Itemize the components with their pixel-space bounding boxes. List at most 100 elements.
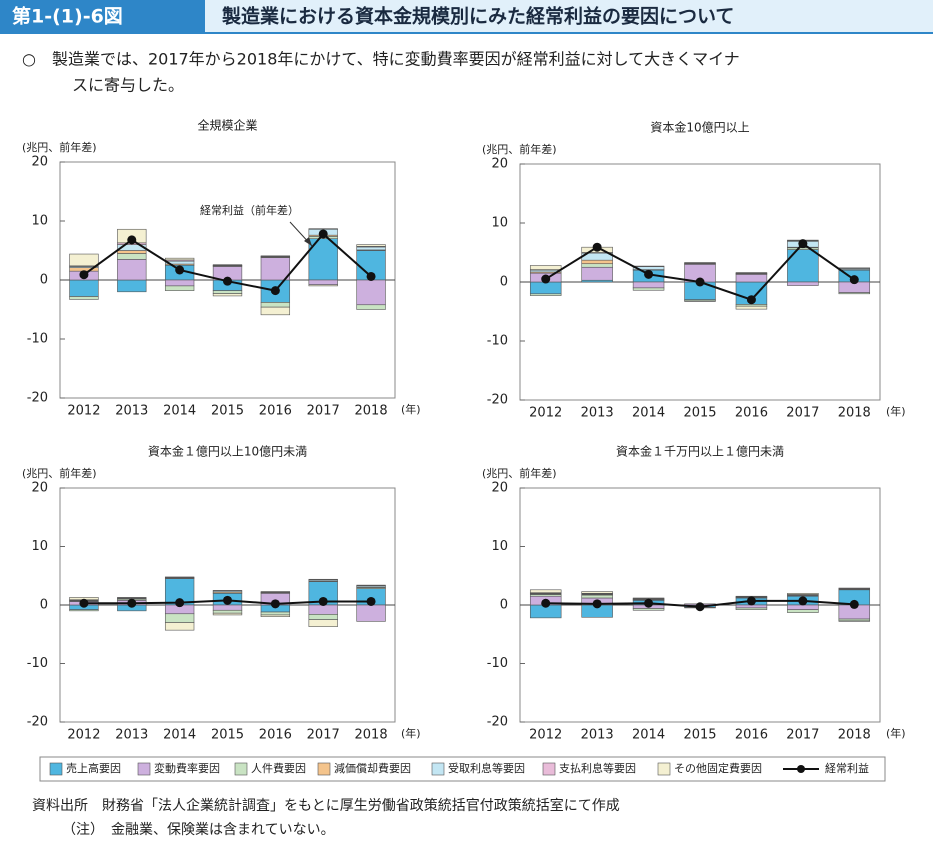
bar-segment — [69, 253, 99, 267]
profit-point — [366, 271, 376, 281]
bar-segment — [632, 597, 665, 599]
y-axis-label: (兆円、前年差) — [482, 142, 557, 156]
profit-point — [541, 598, 551, 608]
x-tick-label: 2017 — [307, 404, 340, 419]
bar-segment — [632, 281, 665, 289]
bar-segment — [164, 576, 195, 578]
y-tick-label: 0 — [500, 275, 508, 290]
legend-label: その他固定費要因 — [674, 761, 762, 775]
profit-point — [175, 265, 185, 275]
y-tick-label: 10 — [31, 214, 48, 229]
y-tick-label: 20 — [31, 155, 48, 170]
profit-point — [746, 596, 756, 606]
bar-segment — [308, 614, 338, 620]
bar-segment — [838, 292, 871, 295]
bar-segment — [164, 622, 195, 631]
x-tick-label: 2017 — [786, 728, 819, 743]
y-tick-label: -10 — [27, 332, 48, 347]
bar-segment — [212, 293, 243, 297]
y-tick-label: 0 — [500, 598, 508, 613]
bar-segment — [356, 304, 386, 310]
bar-segment — [529, 293, 562, 296]
profit-point — [175, 598, 185, 608]
bar-segment — [581, 266, 613, 281]
bar-segment — [308, 619, 338, 627]
x-tick-label: 2012 — [529, 728, 562, 743]
bar-segment — [529, 589, 562, 594]
figure-no: 第1-(1)-6図 — [12, 5, 123, 28]
x-tick-label: 2016 — [735, 406, 768, 421]
figure-no-box — [0, 0, 205, 33]
y-tick-label: 10 — [491, 539, 508, 554]
profit-point — [79, 270, 89, 280]
y-tick-label: 10 — [491, 216, 508, 231]
profit-point — [79, 598, 89, 608]
y-tick-label: 20 — [491, 157, 508, 172]
bar-segment — [735, 305, 768, 310]
profit-point — [223, 595, 232, 605]
lead-text: ○ 製造業では、2017年から2018年にかけて、特に変動費率要因が経常利益に対… — [22, 50, 740, 69]
bar-segment — [164, 613, 195, 623]
bar-segment — [632, 287, 665, 291]
profit-point — [270, 599, 280, 609]
legend-label: 経常利益 — [825, 761, 869, 775]
legend-swatch — [542, 762, 556, 776]
bar-segment — [581, 594, 613, 599]
y-tick-label: -10 — [487, 656, 508, 671]
title-box — [205, 0, 933, 33]
legend-swatch — [234, 762, 248, 776]
annotation: 経常利益（前年差） — [200, 203, 299, 217]
bar-segment — [117, 259, 147, 281]
bar-segment — [356, 246, 386, 251]
profit-point — [695, 602, 705, 612]
legend-box — [39, 756, 886, 782]
bar-segment — [117, 253, 147, 260]
bar-segment — [212, 604, 243, 611]
legend-swatch — [49, 762, 63, 776]
y-axis-label: (兆円、前年差) — [22, 140, 97, 154]
bar-segment — [212, 612, 243, 616]
profit-point — [798, 239, 808, 249]
x-tick-label: 2013 — [115, 404, 148, 419]
x-axis-label: (年) — [401, 726, 421, 740]
source-note: 資料出所 財務省「法人企業統計調査」をもとに厚生労働省政策統括官付政策統括室にて… — [32, 797, 620, 814]
bar-segment — [735, 272, 768, 274]
chart-title: 資本金１千万円以上１億円未満 — [616, 444, 784, 459]
x-axis-label: (年) — [886, 404, 906, 418]
bar-segment — [308, 578, 338, 581]
bar-segment — [581, 591, 613, 594]
bar-segment — [529, 281, 562, 295]
y-tick-label: 20 — [491, 481, 508, 496]
x-tick-label: 2013 — [581, 728, 614, 743]
x-tick-label: 2012 — [529, 406, 562, 421]
y-axis-label: (兆円、前年差) — [482, 466, 557, 480]
bar-segment — [356, 584, 386, 586]
bar-segment — [308, 279, 338, 286]
x-tick-label: 2018 — [838, 728, 871, 743]
profit-point — [746, 295, 756, 305]
legend-label: 売上高要因 — [66, 761, 121, 775]
bar-segment — [735, 604, 768, 609]
bar-segment — [632, 265, 665, 267]
legend-label: 減価償却費要因 — [334, 761, 411, 775]
x-tick-label: 2016 — [735, 728, 768, 743]
bar-segment — [260, 614, 291, 618]
profit-point — [541, 274, 551, 284]
y-tick-label: 0 — [40, 273, 48, 288]
profit-point — [366, 596, 376, 606]
bar-segment — [684, 262, 716, 264]
x-axis-label: (年) — [401, 402, 421, 416]
legend-swatch — [317, 762, 331, 776]
x-tick-label: 2013 — [115, 728, 148, 743]
bar-segment — [212, 609, 243, 614]
profit-point — [849, 599, 859, 609]
bar-segment — [260, 302, 291, 308]
bar-segment — [581, 259, 613, 265]
bar-segment — [356, 244, 386, 247]
bar-segment — [356, 604, 386, 622]
x-tick-label: 2015 — [683, 406, 716, 421]
bar-segment — [117, 250, 147, 254]
lead-text: スに寄与した。 — [72, 76, 184, 95]
profit-point — [223, 276, 232, 286]
